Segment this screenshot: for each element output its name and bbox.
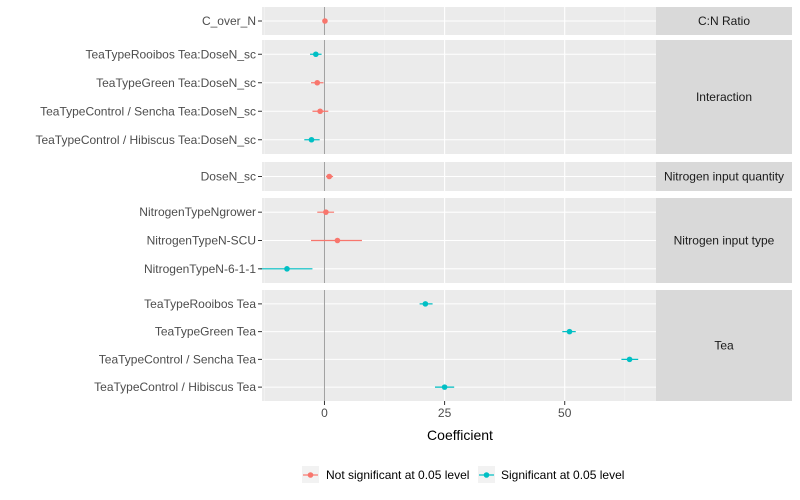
strip-background — [656, 198, 792, 283]
x-tick-label: 25 — [438, 406, 452, 420]
y-tick-label: NitrogenTypeN-SCU — [147, 234, 256, 248]
y-tick-label: TeaTypeGreen Tea:DoseN_sc — [96, 76, 256, 90]
y-tick-label: TeaTypeControl / Sencha Tea — [99, 352, 257, 366]
point-teatyperooibos-tea — [422, 301, 429, 307]
panel-nitrogen-input-type: Nitrogen input type — [259, 198, 792, 283]
y-tick-label: TeaTypeControl / Sencha Tea:DoseN_sc — [40, 104, 256, 118]
point-nitrogentypen-6-1-1 — [284, 266, 290, 272]
point-teatypecontrol-sencha-tea — [626, 356, 633, 363]
y-tick-label: TeaTypeRooibos Tea — [144, 297, 256, 311]
x-tick-label: 50 — [558, 406, 572, 420]
legend: Not significant at 0.05 level Significant… — [302, 466, 624, 483]
point-teatypegreen-tea-dosen-sc — [314, 79, 321, 86]
y-tick-label: TeaTypeControl / Hibiscus Tea:DoseN_sc — [35, 133, 256, 147]
panel-background — [262, 290, 656, 401]
legend-entry-1: Not significant at 0.05 level — [302, 466, 469, 483]
point-c-over-n — [322, 18, 328, 24]
legend-label: Significant at 0.05 level — [501, 468, 624, 482]
y-tick-label: NitrogenTypeN-6-1-1 — [144, 262, 256, 276]
strip-label-tea: Tea — [714, 339, 734, 353]
y-tick-label: TeaTypeControl / Hibiscus Tea — [94, 380, 256, 394]
y-tick-label: NitrogenTypeNgrower — [139, 205, 256, 219]
point-teatypecontrol-sencha-tea-dosen-sc — [317, 108, 323, 115]
legend-label: Not significant at 0.05 level — [326, 468, 469, 482]
x-axis: 0 25 50 — [321, 401, 572, 420]
y-tick-label: C_over_N — [202, 14, 256, 28]
strip-background — [656, 290, 792, 401]
strip-label-interaction: Interaction — [696, 90, 752, 104]
x-tick-label: 0 — [321, 406, 328, 420]
point-teatyperooibos-tea-dosen-sc — [313, 51, 319, 58]
panel-tea: Tea — [262, 290, 792, 401]
y-tick-labels: C_over_N TeaTypeRooibos Tea:DoseN_sc TeaTy… — [35, 14, 262, 394]
panel-background — [262, 40, 656, 154]
point-teatypecontrol-hibiscus-tea — [441, 384, 448, 390]
point-teatypegreen-tea — [566, 328, 573, 335]
point-teatypecontrol-hibiscus-tea-dosen-sc — [308, 136, 315, 143]
panel-interaction: Interaction — [262, 40, 792, 154]
panel-c-n-ratio: C:N Ratio — [262, 7, 792, 35]
strip-background — [656, 7, 792, 35]
legend-key-point — [483, 472, 490, 478]
panel-nitrogen-input-quantity: Nitrogen input quantity — [262, 162, 792, 191]
y-tick-label: TeaTypeRooibos Tea:DoseN_sc — [85, 47, 256, 61]
strip-label-nitrogen-input-quantity: Nitrogen input quantity — [664, 170, 784, 184]
x-axis-label: Coefficient — [427, 427, 493, 443]
panels: C:N Ratio Interaction Nitrogen input quant… — [259, 7, 792, 401]
legend-entry-2: Significant at 0.05 level — [478, 466, 624, 483]
strip-label-c-n-ratio: C:N Ratio — [698, 14, 750, 28]
point-nitrogentypen-scu — [334, 237, 341, 244]
point-nitrogentypengrower — [323, 209, 329, 215]
point-dosen-sc — [326, 173, 333, 180]
strip-background — [656, 40, 792, 154]
strip-label-nitrogen-input-type: Nitrogen input type — [674, 234, 775, 248]
y-tick-label: TeaTypeGreen Tea — [155, 325, 257, 339]
y-tick-label: DoseN_sc — [201, 170, 256, 184]
legend-key-point — [307, 472, 314, 478]
strip-background — [656, 162, 792, 191]
